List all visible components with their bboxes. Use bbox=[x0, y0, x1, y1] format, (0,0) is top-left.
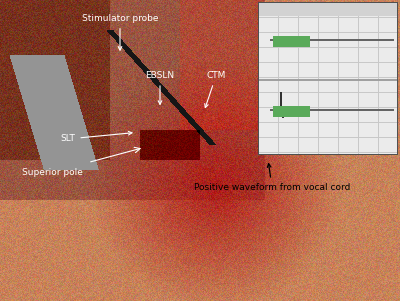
Text: EBSLN: EBSLN bbox=[146, 71, 174, 104]
Text: SLT: SLT bbox=[60, 131, 132, 144]
Text: Positive waveform from vocal cord: Positive waveform from vocal cord bbox=[194, 164, 350, 192]
Text: Stimulator probe: Stimulator probe bbox=[82, 14, 158, 50]
Text: CTM: CTM bbox=[205, 71, 226, 107]
Text: Superior pole: Superior pole bbox=[22, 168, 82, 177]
